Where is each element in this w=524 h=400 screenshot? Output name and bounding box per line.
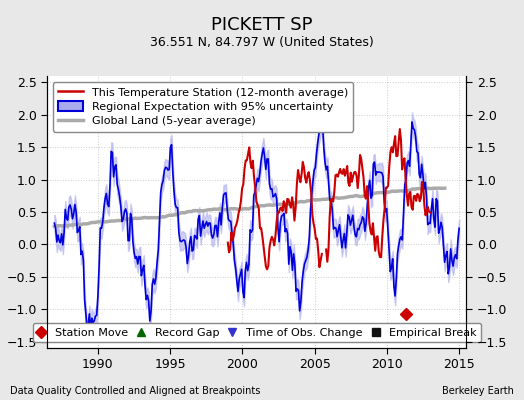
- Text: 36.551 N, 84.797 W (United States): 36.551 N, 84.797 W (United States): [150, 36, 374, 49]
- Text: PICKETT SP: PICKETT SP: [211, 16, 313, 34]
- Text: Data Quality Controlled and Aligned at Breakpoints: Data Quality Controlled and Aligned at B…: [10, 386, 261, 396]
- Legend: Station Move, Record Gap, Time of Obs. Change, Empirical Break: Station Move, Record Gap, Time of Obs. C…: [32, 323, 481, 342]
- Text: Berkeley Earth: Berkeley Earth: [442, 386, 514, 396]
